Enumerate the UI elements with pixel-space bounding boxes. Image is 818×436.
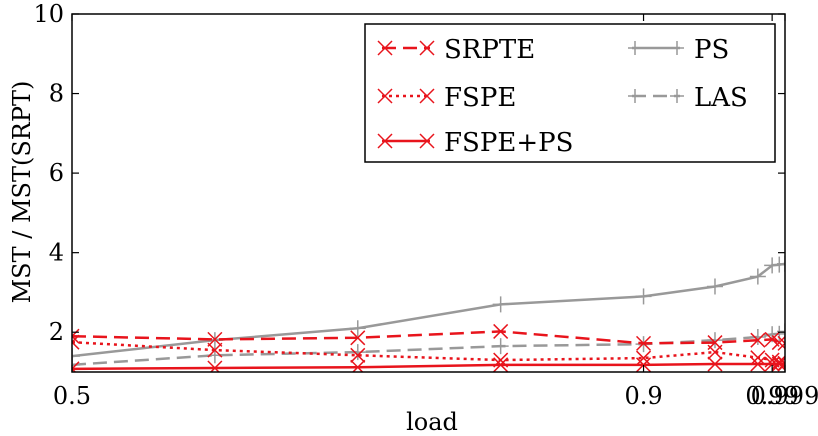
legend-box <box>364 23 776 163</box>
plot-series-group <box>72 255 785 372</box>
legend: SRPTE FSPE FSPE+PS PS LAS <box>364 23 776 163</box>
legend-label-srpte: SRPTE <box>444 35 535 65</box>
legend-label-fspe: FSPE <box>444 83 516 113</box>
x-tick-label-2: 0.99 <box>745 382 798 410</box>
y-tick-label-4: 4 <box>49 239 64 267</box>
marker-fspe-ps-3-stroke-b <box>493 357 509 372</box>
x-tick-label-3: 0.999 <box>751 382 818 410</box>
y-axis-title: MST / MST(SRPT) <box>8 81 36 304</box>
legend-marker-end-fspe-ps-stroke-b <box>419 133 435 149</box>
marker-srpte-8-stroke-b <box>771 335 785 351</box>
y-tick-label-8: 8 <box>49 80 64 108</box>
marker-fspe-0-stroke-b <box>72 334 80 344</box>
legend-entry-fspe-ps: FSPE+PS <box>377 128 573 158</box>
marker-fspe-ps-8-stroke-b <box>771 357 785 372</box>
marker-srpte-4-stroke-b <box>636 335 652 351</box>
series-line-fspe-ps <box>72 362 785 371</box>
series-line-srpte <box>72 330 785 345</box>
marker-fspe-ps-9-stroke-b <box>777 362 785 372</box>
marker-fspe-4-stroke-b <box>636 350 652 366</box>
series-line-ps <box>72 262 785 358</box>
series-ps <box>72 255 785 365</box>
legend-marker-start-fspe-ps-stroke-b <box>377 133 393 149</box>
marker-srpte-7-stroke-b <box>764 331 780 347</box>
marker-fspe-ps-7-stroke-b <box>764 356 780 372</box>
axes: 2 4 6 8 10 0.5 0.9 0.990.999 <box>33 0 818 410</box>
y-tick-label-10: 10 <box>33 0 64 28</box>
marker-fspe-6-stroke-b <box>750 350 766 366</box>
marker-srpte-0-stroke-b <box>72 328 80 338</box>
x-tick-label-1: 0.9 <box>624 382 662 410</box>
legend-entry-ps: PS <box>628 35 729 65</box>
legend-entry-las: LAS <box>628 83 748 113</box>
legend-marker-start-srpte-stroke-b <box>377 40 393 56</box>
legend-marker-end-fspe-stroke-b <box>419 88 435 104</box>
marker-fspe-ps-5-stroke-b <box>707 356 723 372</box>
marker-srpte-1-stroke-b <box>207 331 223 347</box>
x-tick-label-0: 0.5 <box>53 382 91 410</box>
marker-fspe-0-stroke-a <box>72 341 80 350</box>
marker-fspe-1-stroke-b <box>207 342 223 358</box>
marker-srpte-2-stroke-b <box>350 330 366 346</box>
y-tick-label-6: 6 <box>49 159 64 187</box>
plot-content <box>72 255 785 372</box>
marker-fspe-ps-4-stroke-b <box>636 357 652 372</box>
marker-fspe-ps-6-stroke-b <box>750 356 766 372</box>
legend-marker-start-fspe-stroke-b <box>377 88 393 104</box>
marker-fspe-ps-0-stroke-b <box>72 361 80 370</box>
marker-srpte-0-stroke-a <box>72 335 80 344</box>
marker-srpte-9-stroke-a <box>777 335 785 345</box>
marker-fspe-5-stroke-b <box>707 344 723 360</box>
plot-frame <box>71 13 786 373</box>
legend-label-fspe-ps: FSPE+PS <box>444 128 573 158</box>
marker-srpte-6-stroke-b <box>750 332 766 348</box>
series-fspe-ps <box>72 356 785 372</box>
marker-fspe-ps-9-stroke-a <box>777 356 785 366</box>
marker-srpte-3-stroke-b <box>493 323 509 339</box>
x-axis-title: load <box>406 408 458 436</box>
marker-fspe-2-stroke-b <box>350 347 366 363</box>
legend-label-ps: PS <box>694 35 729 65</box>
marker-fspe-ps-1-stroke-b <box>209 360 223 372</box>
series-srpte <box>72 323 785 351</box>
legend-marker-end-srpte-stroke-b <box>419 40 435 56</box>
marker-srpte-9-stroke-b <box>777 342 785 351</box>
legend-entry-fspe: FSPE <box>377 83 516 113</box>
legend-label-las: LAS <box>694 83 748 113</box>
y-tick-label-2: 2 <box>49 318 64 346</box>
legend-entry-srpte: SRPTE <box>377 35 535 65</box>
